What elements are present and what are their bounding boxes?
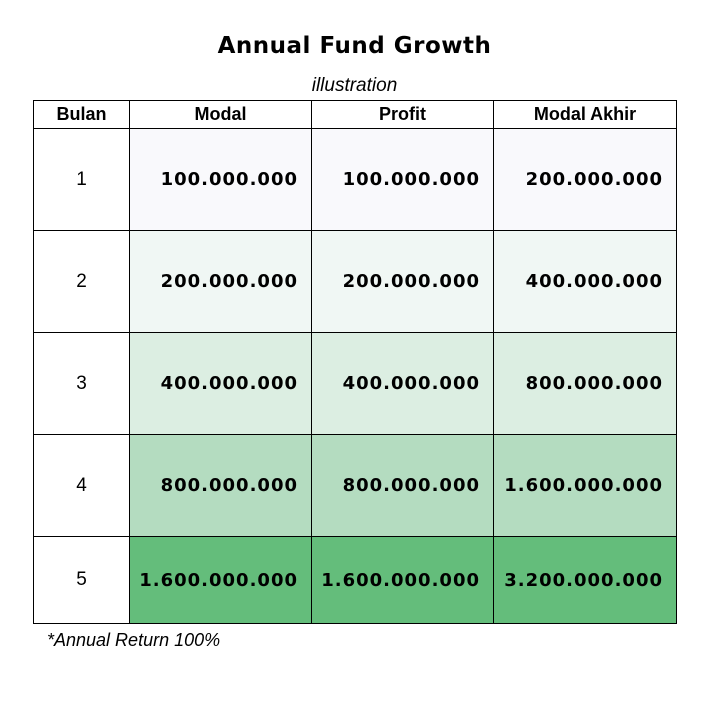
month-cell: 2 xyxy=(33,230,130,333)
month-cell: 5 xyxy=(33,536,130,624)
table-row: 3 400.000.000 400.000.000 800.000.000 xyxy=(33,332,677,435)
profit-cell: 800.000.000 xyxy=(311,434,494,537)
month-cell: 1 xyxy=(33,128,130,231)
table-row: 4 800.000.000 800.000.000 1.600.000.000 xyxy=(33,434,677,537)
page-subtitle: illustration xyxy=(311,75,398,96)
month-cell: 4 xyxy=(33,434,130,537)
page-title: Annual Fund Growth xyxy=(217,33,492,59)
profit-cell: 400.000.000 xyxy=(311,332,494,435)
capital-cell: 200.000.000 xyxy=(129,230,312,333)
final-capital-cell: 3.200.000.000 xyxy=(493,536,677,624)
final-capital-cell: 1.600.000.000 xyxy=(493,434,677,537)
month-cell: 3 xyxy=(33,332,130,435)
capital-cell: 400.000.000 xyxy=(129,332,312,435)
profit-cell: 1.600.000.000 xyxy=(311,536,494,624)
header-profit: Profit xyxy=(311,100,494,129)
profit-cell: 100.000.000 xyxy=(311,128,494,231)
table-row: 2 200.000.000 200.000.000 400.000.000 xyxy=(33,230,677,333)
header-month: Bulan xyxy=(33,100,130,129)
final-capital-cell: 400.000.000 xyxy=(493,230,677,333)
fund-growth-table: Bulan Modal Profit Modal Akhir 1 100.000… xyxy=(33,100,677,624)
footnote: *Annual Return 100% xyxy=(47,630,221,650)
profit-cell: 200.000.000 xyxy=(311,230,494,333)
table-row: 5 1.600.000.000 1.600.000.000 3.200.000.… xyxy=(33,536,677,624)
capital-cell: 800.000.000 xyxy=(129,434,312,537)
table-row: 1 100.000.000 100.000.000 200.000.000 xyxy=(33,128,677,231)
capital-cell: 100.000.000 xyxy=(129,128,312,231)
header-capital: Modal xyxy=(129,100,312,129)
header-final-capital: Modal Akhir xyxy=(493,100,677,129)
final-capital-cell: 800.000.000 xyxy=(493,332,677,435)
final-capital-cell: 200.000.000 xyxy=(493,128,677,231)
capital-cell: 1.600.000.000 xyxy=(129,536,312,624)
table-header-row: Bulan Modal Profit Modal Akhir xyxy=(33,100,677,129)
